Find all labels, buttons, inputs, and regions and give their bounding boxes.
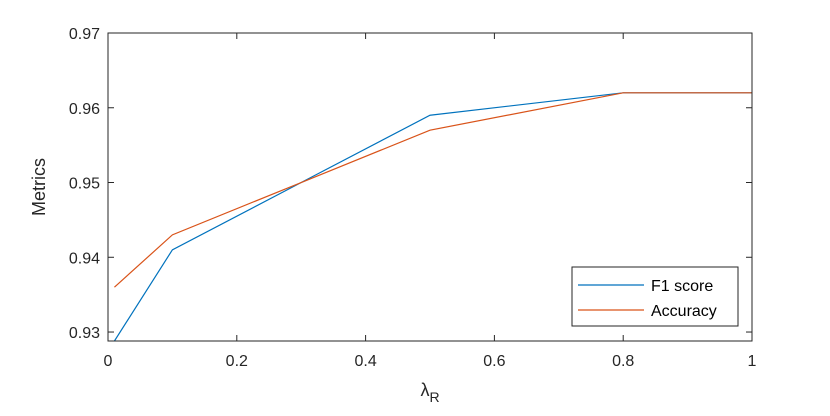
legend-box	[571, 266, 739, 327]
series-layer	[113, 92, 752, 341]
axes-box	[107, 32, 753, 342]
x-tick-label: 0.4	[354, 353, 376, 370]
legend-entry-label: F1 score	[651, 278, 713, 295]
y-tick-label: 0.95	[69, 176, 100, 193]
x-axis-label: λR	[420, 380, 439, 405]
series-line-accuracy	[114, 92, 752, 288]
x-tick-label: 0.8	[612, 353, 634, 370]
x-axis-label-subscript: R	[429, 389, 439, 405]
x-tick-label: 0	[104, 353, 113, 370]
x-tick-label: 0.6	[483, 353, 505, 370]
ticks-layer: 0 0.2 0.4 0.6 0.8 1 0.93 0.94 0.95 0.96 0.97	[69, 26, 757, 370]
y-tick-label: 0.93	[69, 325, 100, 342]
y-axis-label: Metrics	[29, 158, 49, 216]
y-tick-label: 0.94	[69, 250, 100, 267]
x-tick-label: 1	[748, 353, 757, 370]
legend-entry-label: Accuracy	[651, 303, 717, 320]
legend: F1 score Accuracy	[571, 266, 739, 327]
y-tick-label: 0.97	[69, 26, 100, 43]
x-tick-label: 0.2	[226, 353, 248, 370]
y-tick-label: 0.96	[69, 101, 100, 118]
x-axis-label-symbol: λ	[420, 380, 429, 400]
